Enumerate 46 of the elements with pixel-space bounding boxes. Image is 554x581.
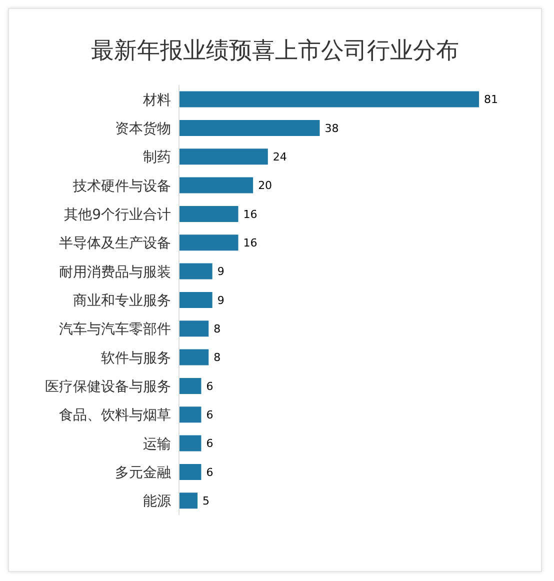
data-label: 38 (324, 122, 339, 135)
data-label: 81 (484, 93, 498, 106)
data-label: 6 (206, 408, 214, 422)
bar (179, 234, 238, 251)
y-tick-label: 食品、饮料与烟草 (59, 408, 171, 424)
bar (179, 464, 202, 480)
bar (179, 120, 320, 136)
data-label: 16 (243, 208, 258, 221)
data-label: 16 (243, 236, 258, 250)
data-label: 6 (206, 437, 214, 450)
y-tick-label: 技术硬件与设备 (72, 178, 171, 194)
y-tick-label: 汽车与汽车零部件 (59, 322, 171, 338)
y-tick-label: 软件与服务 (101, 350, 171, 366)
y-tick-label: 材料 (142, 92, 171, 108)
y-tick-label: 制药 (143, 150, 171, 166)
y-tick-label: 能源 (143, 494, 171, 510)
bar (179, 320, 209, 337)
data-label: 6 (206, 380, 214, 393)
data-label: 9 (217, 265, 224, 278)
bar (179, 177, 254, 194)
data-label: 9 (217, 294, 224, 307)
data-label: 8 (214, 322, 221, 336)
data-label: 5 (202, 494, 210, 508)
bar (179, 263, 212, 280)
y-tick-label: 半导体及生产设备 (59, 236, 171, 252)
data-label: 8 (214, 351, 221, 364)
data-label: 24 (272, 150, 287, 164)
y-tick-label: 医疗保健设备与服务 (45, 378, 171, 395)
bar (179, 435, 202, 452)
bar (179, 292, 212, 308)
bar (179, 91, 479, 108)
bar (179, 349, 209, 366)
chart-title: 最新年报业绩预喜上市公司行业分布 (90, 37, 460, 66)
bar (179, 406, 202, 423)
bar (179, 206, 238, 222)
y-tick-label: 其他9个行业合计 (64, 206, 171, 223)
y-tick-label: 资本货物 (115, 120, 171, 137)
bar (179, 378, 202, 394)
y-tick-label: 耐用消费品与服装 (59, 264, 171, 280)
bar (179, 492, 198, 509)
data-label: 20 (258, 179, 272, 192)
y-tick-label: 运输 (143, 436, 171, 452)
bar (179, 148, 268, 165)
y-tick-label: 多元金融 (115, 464, 171, 481)
data-label: 6 (206, 466, 214, 479)
y-tick-label: 商业和专业服务 (73, 292, 171, 309)
